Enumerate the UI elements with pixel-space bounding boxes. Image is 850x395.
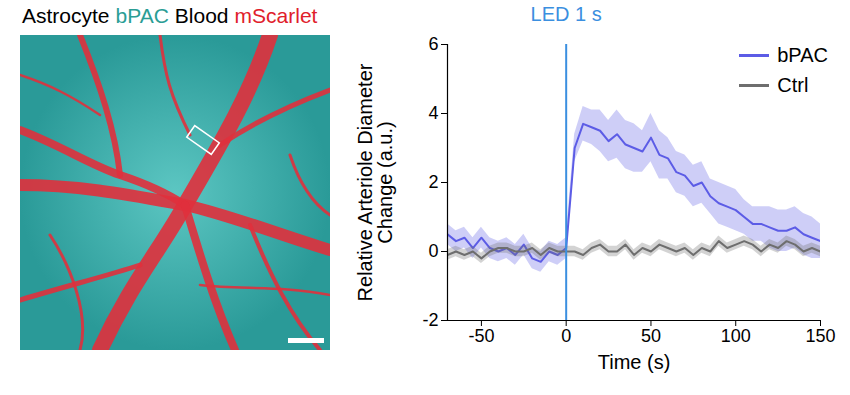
- svg-text:2: 2: [428, 172, 438, 192]
- svg-text:Relative Arteriole DiameterCha: Relative Arteriole DiameterChange (a.u.): [354, 63, 396, 301]
- svg-text:100: 100: [721, 326, 751, 346]
- svg-text:50: 50: [641, 326, 661, 346]
- html-text:Astrocyte bPAC Blood mScarlet: Astrocyte bPAC Blood mScarlet: [22, 4, 318, 27]
- html-text:Ctrl: Ctrl: [777, 73, 809, 96]
- svg-text:150: 150: [805, 326, 835, 346]
- svg-text:0: 0: [428, 241, 438, 261]
- svg-text:6: 6: [428, 34, 438, 54]
- html-text:bPAC: bPAC: [777, 43, 828, 66]
- svg-text:-2: -2: [422, 310, 438, 330]
- svg-text:4: 4: [428, 103, 438, 123]
- svg-text:0: 0: [561, 326, 571, 346]
- svg-text:Time (s): Time (s): [598, 351, 671, 373]
- svg-text:-50: -50: [468, 326, 494, 346]
- svg-text:LED 1 s: LED 1 s: [531, 3, 602, 25]
